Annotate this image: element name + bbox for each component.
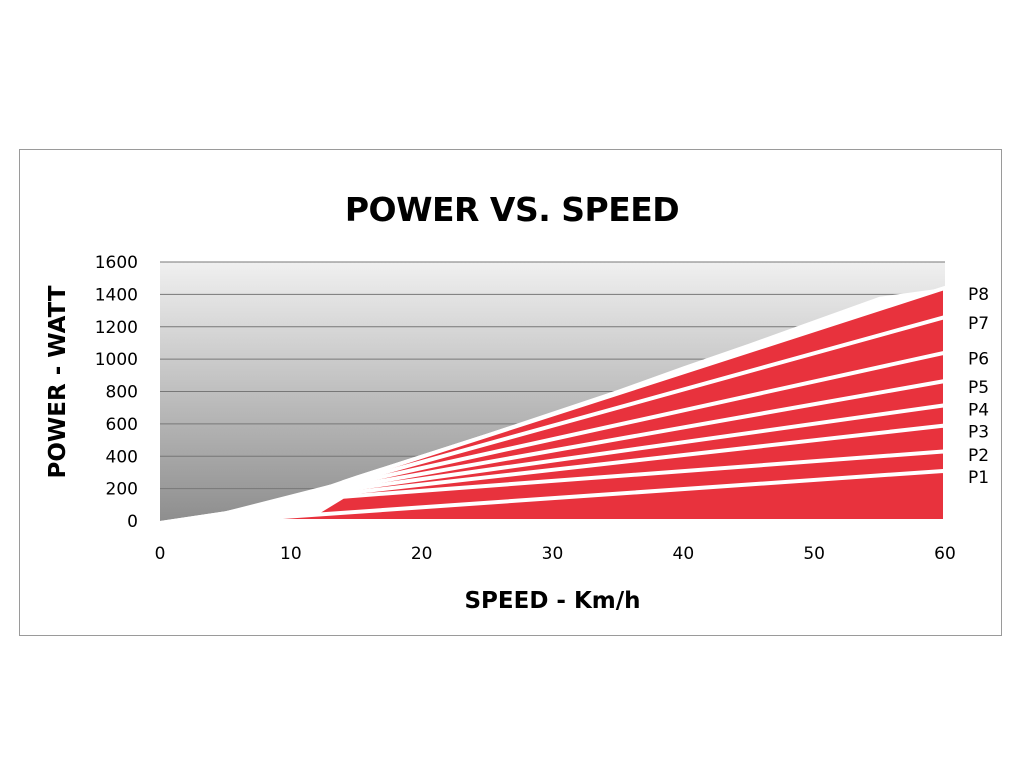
y-tick-label: 0	[127, 512, 138, 532]
y-tick-label: 600	[106, 415, 138, 435]
x-axis-title: SPEED - Km/h	[464, 588, 641, 614]
x-tick-label: 0	[155, 544, 166, 564]
series-label-p7: P7	[968, 314, 989, 334]
series-label-p3: P3	[968, 422, 989, 442]
series-label-p4: P4	[968, 400, 989, 420]
y-axis-title: POWER - WATT	[45, 285, 71, 479]
x-tick-label: 40	[673, 544, 695, 564]
y-tick-label: 800	[106, 383, 138, 403]
y-tick-label: 400	[106, 447, 138, 467]
y-tick-label: 1400	[95, 285, 138, 305]
band-origin-mask	[160, 484, 344, 521]
series-label-p1: P1	[968, 468, 989, 488]
chart-title: POWER VS. SPEED	[344, 190, 680, 229]
power-bands	[160, 285, 947, 523]
series-label-p6: P6	[968, 350, 989, 370]
x-tick-labels: 0 10 20 30 40 50 60	[155, 544, 956, 564]
y-tick-label: 1600	[95, 253, 138, 273]
series-label-p2: P2	[968, 446, 989, 466]
y-tick-label: 1200	[95, 318, 138, 338]
y-tick-labels: 0 200 400 600 800 1000 1200 1400 1600	[95, 253, 138, 532]
x-tick-label: 10	[280, 544, 302, 564]
series-label-p8: P8	[968, 285, 989, 305]
x-tick-label: 60	[934, 544, 956, 564]
series-label-p5: P5	[968, 378, 989, 398]
y-tick-label: 200	[106, 480, 138, 500]
x-tick-label: 20	[411, 544, 433, 564]
y-tick-label: 1000	[95, 350, 138, 370]
x-tick-label: 50	[803, 544, 825, 564]
x-tick-label: 30	[542, 544, 564, 564]
